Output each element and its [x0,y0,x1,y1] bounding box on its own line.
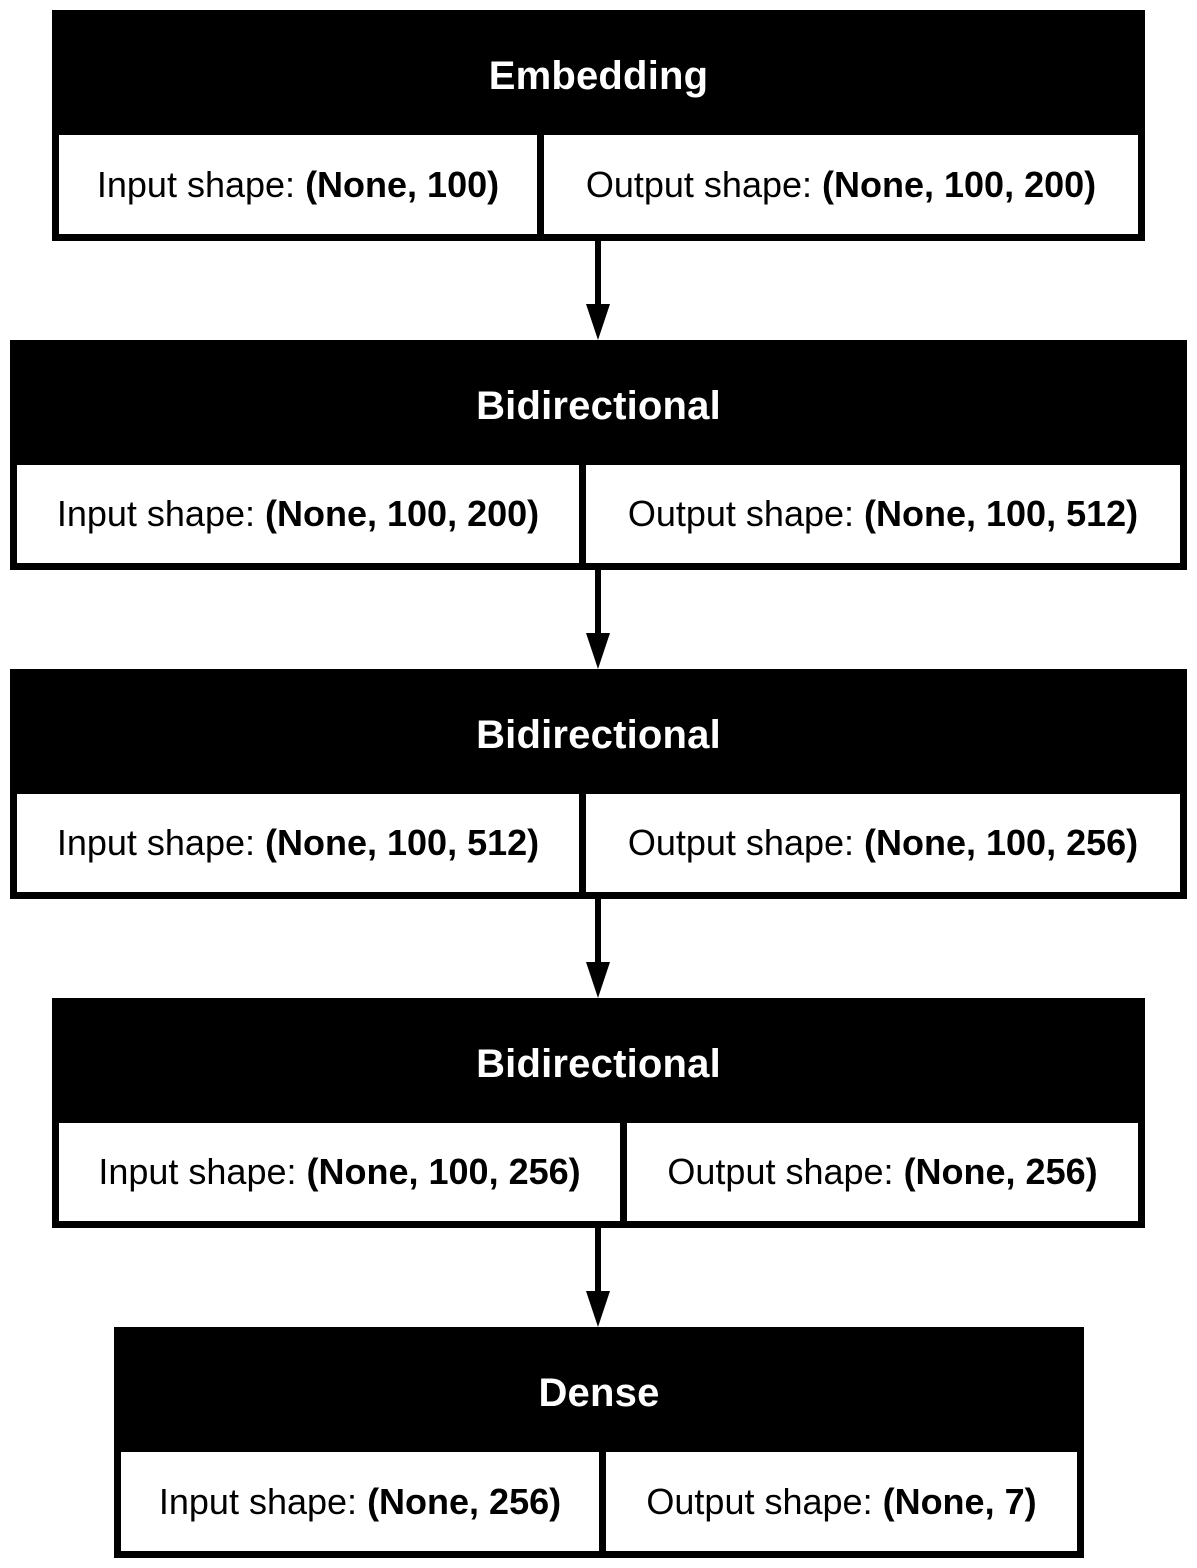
output-shape-value: (None, 100, 256) [864,822,1139,863]
input-shape-cell: Input shape: (None, 100, 200) [17,465,579,563]
layer-title: Embedding [488,53,709,98]
flow-arrow-line [595,899,601,963]
flow-arrow-head [586,304,610,340]
layer-node-bidirectional-3: Bidirectional Input shape: (None, 100, 2… [52,998,1145,1228]
output-shape-value: (None, 7) [882,1480,1037,1522]
flow-arrow-head [586,1291,610,1327]
layer-node-dense: Dense Input shape: (None, 256) Output sh… [114,1327,1084,1558]
output-shape-value: (None, 256) [903,1151,1098,1192]
input-shape-label: Input shape: [158,1480,368,1522]
input-shape-cell: Input shape: (None, 100) [59,135,537,234]
input-shape-value: (None, 256) [367,1480,562,1522]
output-shape-label: Output shape: [646,1480,883,1522]
output-shape-label: Output shape: [667,1151,904,1192]
input-shape-cell: Input shape: (None, 100, 256) [59,1123,620,1221]
flow-arrow-line [595,1228,601,1292]
output-shape-label: Output shape: [627,493,865,534]
output-shape-value: (None, 100, 200) [822,163,1097,205]
layer-node-embedding: Embedding Input shape: (None, 100) Outpu… [52,10,1145,241]
flow-arrow-line [595,570,601,634]
input-shape-value: (None, 100, 256) [306,1151,581,1192]
input-shape-value: (None, 100, 200) [265,493,540,534]
input-shape-label: Input shape: [96,163,306,205]
output-shape-value: (None, 100, 512) [864,493,1139,534]
output-shape-cell: Output shape: (None, 100, 200) [544,135,1138,234]
flow-arrow-head [586,633,610,669]
flow-arrow-head [586,962,610,998]
input-shape-cell: Input shape: (None, 100, 512) [17,794,579,892]
input-shape-label: Input shape: [98,1151,307,1192]
input-shape-value: (None, 100, 512) [265,822,540,863]
output-shape-cell: Output shape: (None, 100, 512) [586,465,1180,563]
layer-title: Bidirectional [476,1041,721,1086]
input-shape-value: (None, 100) [305,163,500,205]
output-shape-label: Output shape: [585,163,823,205]
flow-arrow-line [595,241,601,305]
layer-title: Bidirectional [476,712,721,757]
output-shape-label: Output shape: [627,822,865,863]
layer-title: Dense [538,1370,660,1415]
output-shape-cell: Output shape: (None, 7) [606,1452,1077,1551]
input-shape-cell: Input shape: (None, 256) [121,1452,599,1551]
layer-node-bidirectional-1: Bidirectional Input shape: (None, 100, 2… [10,340,1187,570]
input-shape-label: Input shape: [56,822,266,863]
output-shape-cell: Output shape: (None, 256) [627,1123,1138,1221]
output-shape-cell: Output shape: (None, 100, 256) [586,794,1180,892]
layer-title: Bidirectional [476,383,721,428]
input-shape-label: Input shape: [56,493,266,534]
layer-node-bidirectional-2: Bidirectional Input shape: (None, 100, 5… [10,669,1187,899]
